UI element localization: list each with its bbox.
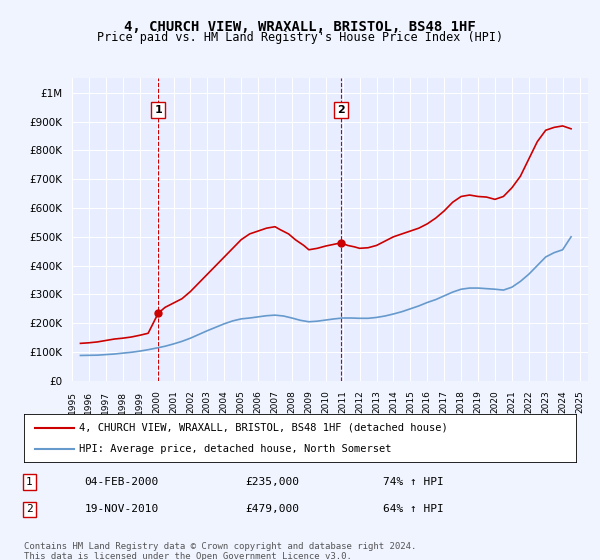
Text: 1: 1	[26, 477, 33, 487]
Text: 19-NOV-2010: 19-NOV-2010	[85, 505, 159, 515]
Text: 4, CHURCH VIEW, WRAXALL, BRISTOL, BS48 1HF: 4, CHURCH VIEW, WRAXALL, BRISTOL, BS48 1…	[124, 20, 476, 34]
Text: 1: 1	[154, 105, 162, 115]
Text: £235,000: £235,000	[245, 477, 299, 487]
Text: 04-FEB-2000: 04-FEB-2000	[85, 477, 159, 487]
Text: £479,000: £479,000	[245, 505, 299, 515]
Text: Price paid vs. HM Land Registry's House Price Index (HPI): Price paid vs. HM Land Registry's House …	[97, 31, 503, 44]
Text: Contains HM Land Registry data © Crown copyright and database right 2024.: Contains HM Land Registry data © Crown c…	[24, 542, 416, 551]
Text: 4, CHURCH VIEW, WRAXALL, BRISTOL, BS48 1HF (detached house): 4, CHURCH VIEW, WRAXALL, BRISTOL, BS48 1…	[79, 423, 448, 433]
Text: HPI: Average price, detached house, North Somerset: HPI: Average price, detached house, Nort…	[79, 444, 392, 454]
Text: This data is licensed under the Open Government Licence v3.0.: This data is licensed under the Open Gov…	[24, 552, 352, 560]
Text: 74% ↑ HPI: 74% ↑ HPI	[383, 477, 443, 487]
Text: 64% ↑ HPI: 64% ↑ HPI	[383, 505, 443, 515]
Text: 2: 2	[337, 105, 345, 115]
Text: 2: 2	[26, 505, 33, 515]
